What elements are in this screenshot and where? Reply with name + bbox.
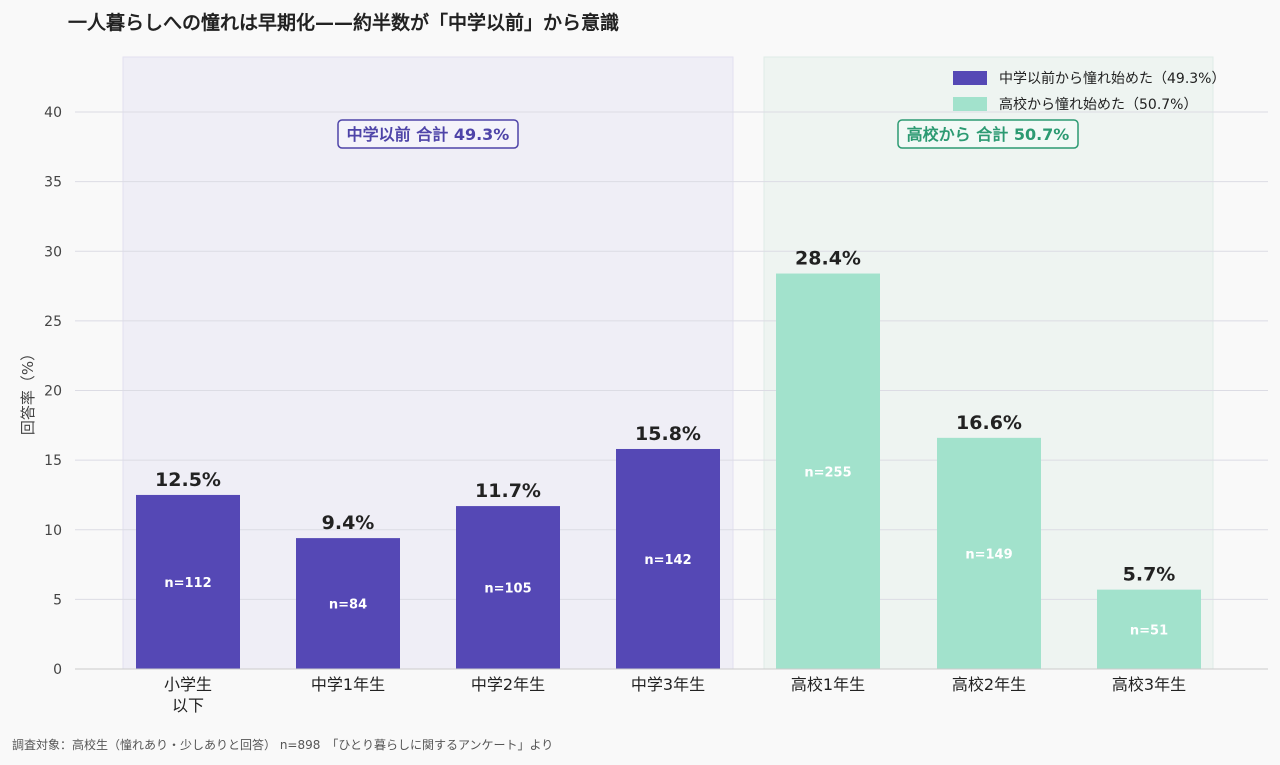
bar bbox=[616, 448, 720, 669]
group-total-box bbox=[897, 119, 1079, 149]
y-tick-label: 35 bbox=[44, 175, 62, 191]
data-label: 5.7% bbox=[1123, 564, 1176, 586]
data-label: 12.5% bbox=[155, 469, 221, 491]
y-tick-label: 30 bbox=[44, 244, 62, 260]
group-total-label: 中学以前 合計 49.3% bbox=[347, 125, 510, 144]
y-tick-label: 10 bbox=[44, 523, 62, 539]
y-axis-label: 回答率（%） bbox=[19, 346, 37, 435]
x-tick-label: 中学3年生 bbox=[631, 675, 705, 694]
y-tick-label: 40 bbox=[44, 105, 62, 121]
x-tick-label: 中学2年生 bbox=[471, 675, 545, 694]
y-tick-label: 20 bbox=[44, 384, 62, 400]
data-label: 9.4% bbox=[322, 512, 375, 534]
y-tick-label: 0 bbox=[53, 662, 62, 678]
n-label: n=51 bbox=[1130, 623, 1168, 638]
bar bbox=[296, 538, 400, 669]
data-label: 11.7% bbox=[475, 480, 541, 502]
chart-title: 一人暮らしへの憧れは早期化——約半数が「中学以前」から意識 bbox=[68, 12, 620, 34]
n-label: n=149 bbox=[965, 547, 1012, 562]
bar bbox=[776, 273, 880, 669]
bar bbox=[456, 506, 560, 669]
x-tick-label: 高校1年生 bbox=[791, 675, 865, 694]
group-total-label: 高校から 合計 50.7% bbox=[907, 125, 1070, 144]
x-tick-label: 小学生 bbox=[164, 675, 212, 694]
n-label: n=84 bbox=[329, 598, 367, 613]
n-label: n=255 bbox=[804, 465, 851, 480]
x-tick-label: 高校2年生 bbox=[952, 675, 1026, 694]
n-label: n=105 bbox=[484, 582, 531, 597]
data-label: 15.8% bbox=[635, 423, 701, 445]
group-total-box bbox=[337, 119, 519, 149]
y-tick-label: 25 bbox=[44, 314, 62, 330]
legend-label: 高校から憧れ始めた（50.7%） bbox=[999, 96, 1197, 113]
n-label: n=112 bbox=[164, 576, 211, 591]
x-tick-label: 以下 bbox=[172, 696, 204, 715]
x-tick-label: 高校3年生 bbox=[1112, 675, 1186, 694]
data-label: 28.4% bbox=[795, 248, 861, 270]
chart-footnote: 調査対象：高校生（憧れあり・少しありと回答） n=898 「ひとり暮らしに関する… bbox=[12, 738, 554, 752]
bar bbox=[1097, 589, 1201, 669]
n-label: n=142 bbox=[644, 553, 691, 568]
bar bbox=[136, 494, 240, 669]
legend-swatch bbox=[953, 71, 987, 85]
data-label: 16.6% bbox=[956, 412, 1022, 434]
bar bbox=[937, 437, 1041, 669]
x-tick-label: 中学1年生 bbox=[311, 675, 385, 694]
legend-label: 中学以前から憧れ始めた（49.3%） bbox=[999, 70, 1225, 87]
y-tick-label: 15 bbox=[44, 453, 62, 469]
y-tick-label: 5 bbox=[53, 592, 62, 608]
legend-swatch bbox=[953, 97, 987, 111]
